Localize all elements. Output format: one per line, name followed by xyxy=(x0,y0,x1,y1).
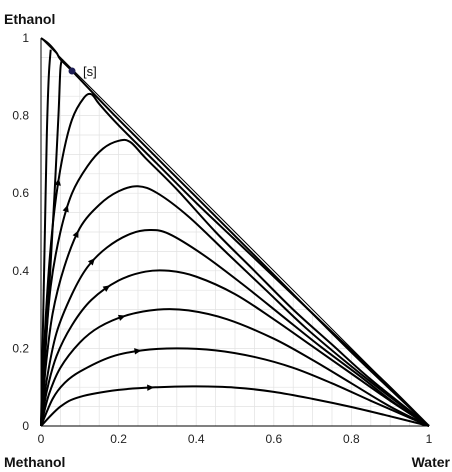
y-tick-label: 1 xyxy=(22,31,29,45)
x-tick-label: 0.8 xyxy=(343,432,360,446)
corner-label-bottom-right: Water xyxy=(412,454,451,470)
direction-arrow xyxy=(147,384,154,391)
y-tick-label: 0.4 xyxy=(12,264,29,278)
x-tick-label: 0.6 xyxy=(265,432,282,446)
x-tick-label: 1 xyxy=(426,432,433,446)
y-tick-label: 0.2 xyxy=(12,341,29,355)
corner-label-top: Ethanol xyxy=(4,11,55,27)
x-tick-label: 0 xyxy=(38,432,45,446)
y-tick-label: 0 xyxy=(22,419,29,433)
y-tick-label: 0.8 xyxy=(12,109,29,123)
singular-point-marker xyxy=(69,67,76,74)
x-tick-label: 0.4 xyxy=(188,432,205,446)
singular-point-label: [s] xyxy=(83,64,97,79)
corner-label-bottom-left: Methanol xyxy=(4,454,65,470)
x-tick-label: 0.2 xyxy=(110,432,127,446)
y-tick-label: 0.6 xyxy=(12,186,29,200)
